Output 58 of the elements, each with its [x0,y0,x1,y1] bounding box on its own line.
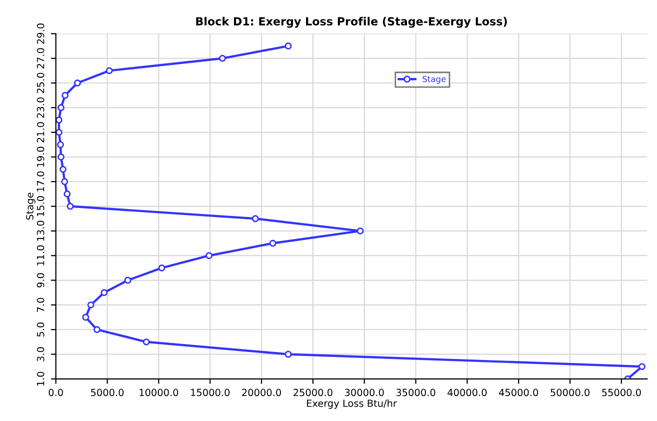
point [56,128,62,136]
point [56,116,62,124]
point [206,252,213,260]
y-tick-label: 13.0 [36,220,44,241]
point [58,104,64,112]
point [87,301,94,308]
y-tick-label: 5.0 [36,322,44,337]
point [124,276,132,284]
point [82,314,90,321]
y-tick-label: 17.0 [36,171,44,192]
point [57,141,64,148]
y-tick-label: 23.0 [36,97,44,118]
x-tick-label: 20000.0 [242,388,281,396]
point [61,178,68,186]
x-tick-label: 5000.0 [91,388,124,396]
point [284,42,292,50]
x-tick-label: 30000.0 [344,388,384,396]
y-tick-label: 9.0 [36,273,44,288]
x-tick-label: 50000.0 [550,388,590,396]
point [66,202,74,210]
y-tick-label: 7.0 [36,298,44,312]
point [106,67,113,74]
point [284,350,292,358]
point [356,227,364,234]
point [62,92,69,99]
y-tick-label: 19.0 [36,146,44,167]
point [142,338,150,346]
y-tick-label: 11.0 [36,245,44,266]
y-tick-label: 1.0 [36,372,44,386]
chart-title: Block D1: Exergy Loss Profile (Stage-Exergy Loss) [196,16,507,28]
point [58,154,64,160]
x-axis-title: Exergy Loss Btu/hr [306,399,397,409]
point [252,215,259,222]
x-tick-label: 10000.0 [140,388,178,396]
y-tick-label: 15.0 [36,196,44,216]
x-tick-label: 45000.0 [498,388,538,396]
y-axis-title: Stage [26,192,36,220]
point [94,326,100,334]
point [269,240,276,247]
x-tick-label: 55000.0 [602,388,641,396]
point [100,289,108,296]
x-tick-label: 0.0 [48,388,63,396]
legend-label: Stage [422,76,446,84]
point [638,363,646,370]
point [218,54,226,62]
point [158,264,166,272]
point [74,80,81,86]
y-tick-label: 25.0 [36,72,44,94]
y-tick-label: 3.0 [36,347,44,362]
point [64,190,71,198]
x-tick-label: 15000.0 [191,388,230,396]
y-tick-label: 21.0 [36,122,44,142]
y-tick-label: 27.0 [36,48,44,68]
x-tick-label: 25000.0 [294,388,332,396]
x-tick-label: 40000.0 [448,388,487,396]
y-tick-label: 29.0 [36,24,44,44]
point [60,166,67,173]
x-tick-label: 35000.0 [396,388,436,396]
